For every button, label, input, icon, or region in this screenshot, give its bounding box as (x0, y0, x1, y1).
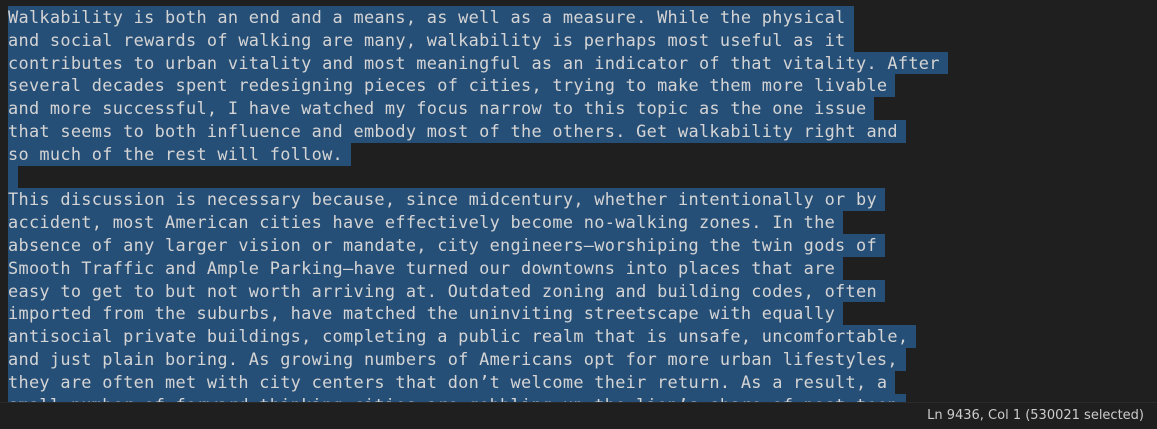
editor-line[interactable]: This discussion is necessary because, si… (8, 188, 1157, 212)
status-bar: Ln 9436, Col 1 (530021 selected) (0, 402, 1157, 429)
editor-line-empty[interactable] (8, 165, 1157, 189)
editor-line[interactable]: small number of forward-thinking cities … (8, 393, 1157, 403)
editor-line[interactable]: antisocial private buildings, completing… (8, 325, 1157, 348)
cursor-position-status[interactable]: Ln 9436, Col 1 (530021 selected) (927, 408, 1144, 423)
editor-line[interactable]: imported from the suburbs, have matched … (8, 302, 1157, 326)
editor-line[interactable]: so much of the rest will follow. (8, 142, 1157, 166)
editor-line[interactable]: several decades spent redesigning pieces… (8, 74, 1157, 98)
editor-line[interactable]: easy to get to but not worth arriving at… (8, 279, 1157, 303)
editor-line[interactable]: and more successful, I have watched my f… (8, 97, 1157, 120)
editor-line[interactable]: that seems to both influence and embody … (8, 119, 1157, 143)
editor-line[interactable]: Smooth Traffic and Ample Parking—have tu… (8, 256, 1157, 280)
editor-line[interactable]: and just plain boring. As growing number… (8, 347, 1157, 371)
editor-text-area[interactable]: Walkability is both an end and a means, … (0, 0, 1157, 403)
editor-line[interactable]: Walkability is both an end and a means, … (8, 6, 1157, 29)
editor-lines: Walkability is both an end and a means, … (8, 6, 1157, 403)
editor-line[interactable]: absence of any larger vision or mandate,… (8, 233, 1157, 257)
editor-line[interactable]: contributes to urban vitality and most m… (8, 51, 1157, 75)
editor-line[interactable]: accident, most American cities have effe… (8, 211, 1157, 234)
editor-line[interactable]: they are often met with city centers tha… (8, 370, 1157, 394)
editor-line[interactable]: and social rewards of walking are many, … (8, 28, 1157, 52)
